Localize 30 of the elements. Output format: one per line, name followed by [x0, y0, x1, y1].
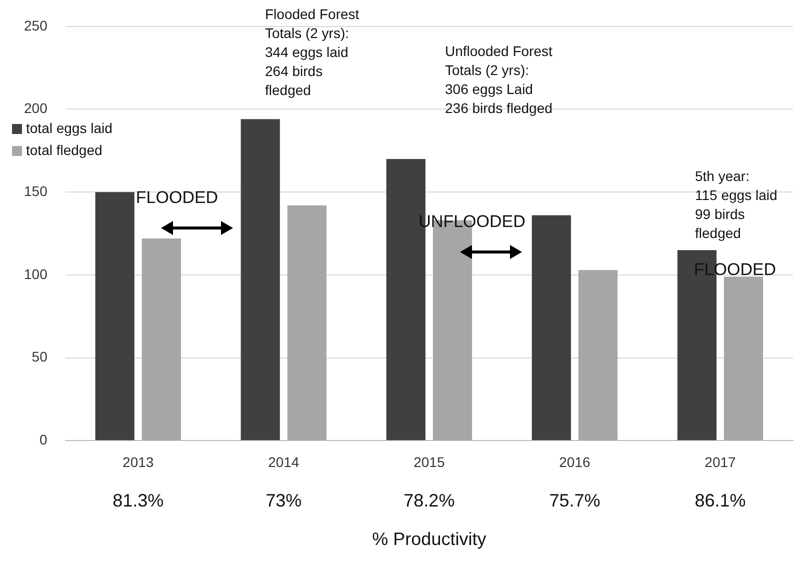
- bar: [578, 270, 618, 440]
- legend-label: total eggs laid: [26, 120, 112, 136]
- y-tick-label: 0: [40, 431, 48, 448]
- x-tick-label: 2013: [122, 454, 154, 470]
- y-tick-label: 150: [24, 182, 48, 199]
- annotation: 5th year: 115 eggs laid 99 birds fledged: [695, 168, 778, 241]
- y-tick-label: 100: [24, 266, 48, 282]
- y-tick-label: 200: [24, 100, 48, 116]
- x-axis-title: % Productivity: [372, 529, 486, 550]
- x-tick-label: 2014: [268, 454, 300, 470]
- bar: [240, 119, 280, 440]
- annotation: Unflooded Forest Totals (2 yrs): 306 eggs Laid 236 birds fledged: [445, 42, 553, 116]
- legend-label: total fledged: [26, 142, 102, 158]
- x-tick-label: 2017: [704, 454, 736, 470]
- y-tick-label: 250: [24, 17, 48, 34]
- annotation: Flooded Forest Totals (2 yrs): 344 eggs laid 264 birds fledged: [265, 6, 360, 98]
- bar: [142, 238, 181, 440]
- text: 75.7%: [549, 490, 600, 511]
- bar: [724, 276, 764, 440]
- y-tick-label: 50: [32, 348, 48, 365]
- bar: [95, 192, 134, 440]
- bar: [287, 205, 326, 440]
- text: 73%: [266, 490, 302, 511]
- annotation: FLOODED: [136, 188, 218, 208]
- text: 86.1%: [694, 490, 746, 511]
- x-tick-label: 2016: [559, 454, 590, 470]
- bar: [532, 215, 571, 440]
- text: 78.2%: [404, 490, 455, 511]
- x-tick-label: 2015: [414, 454, 445, 470]
- text: 81.3%: [112, 490, 164, 511]
